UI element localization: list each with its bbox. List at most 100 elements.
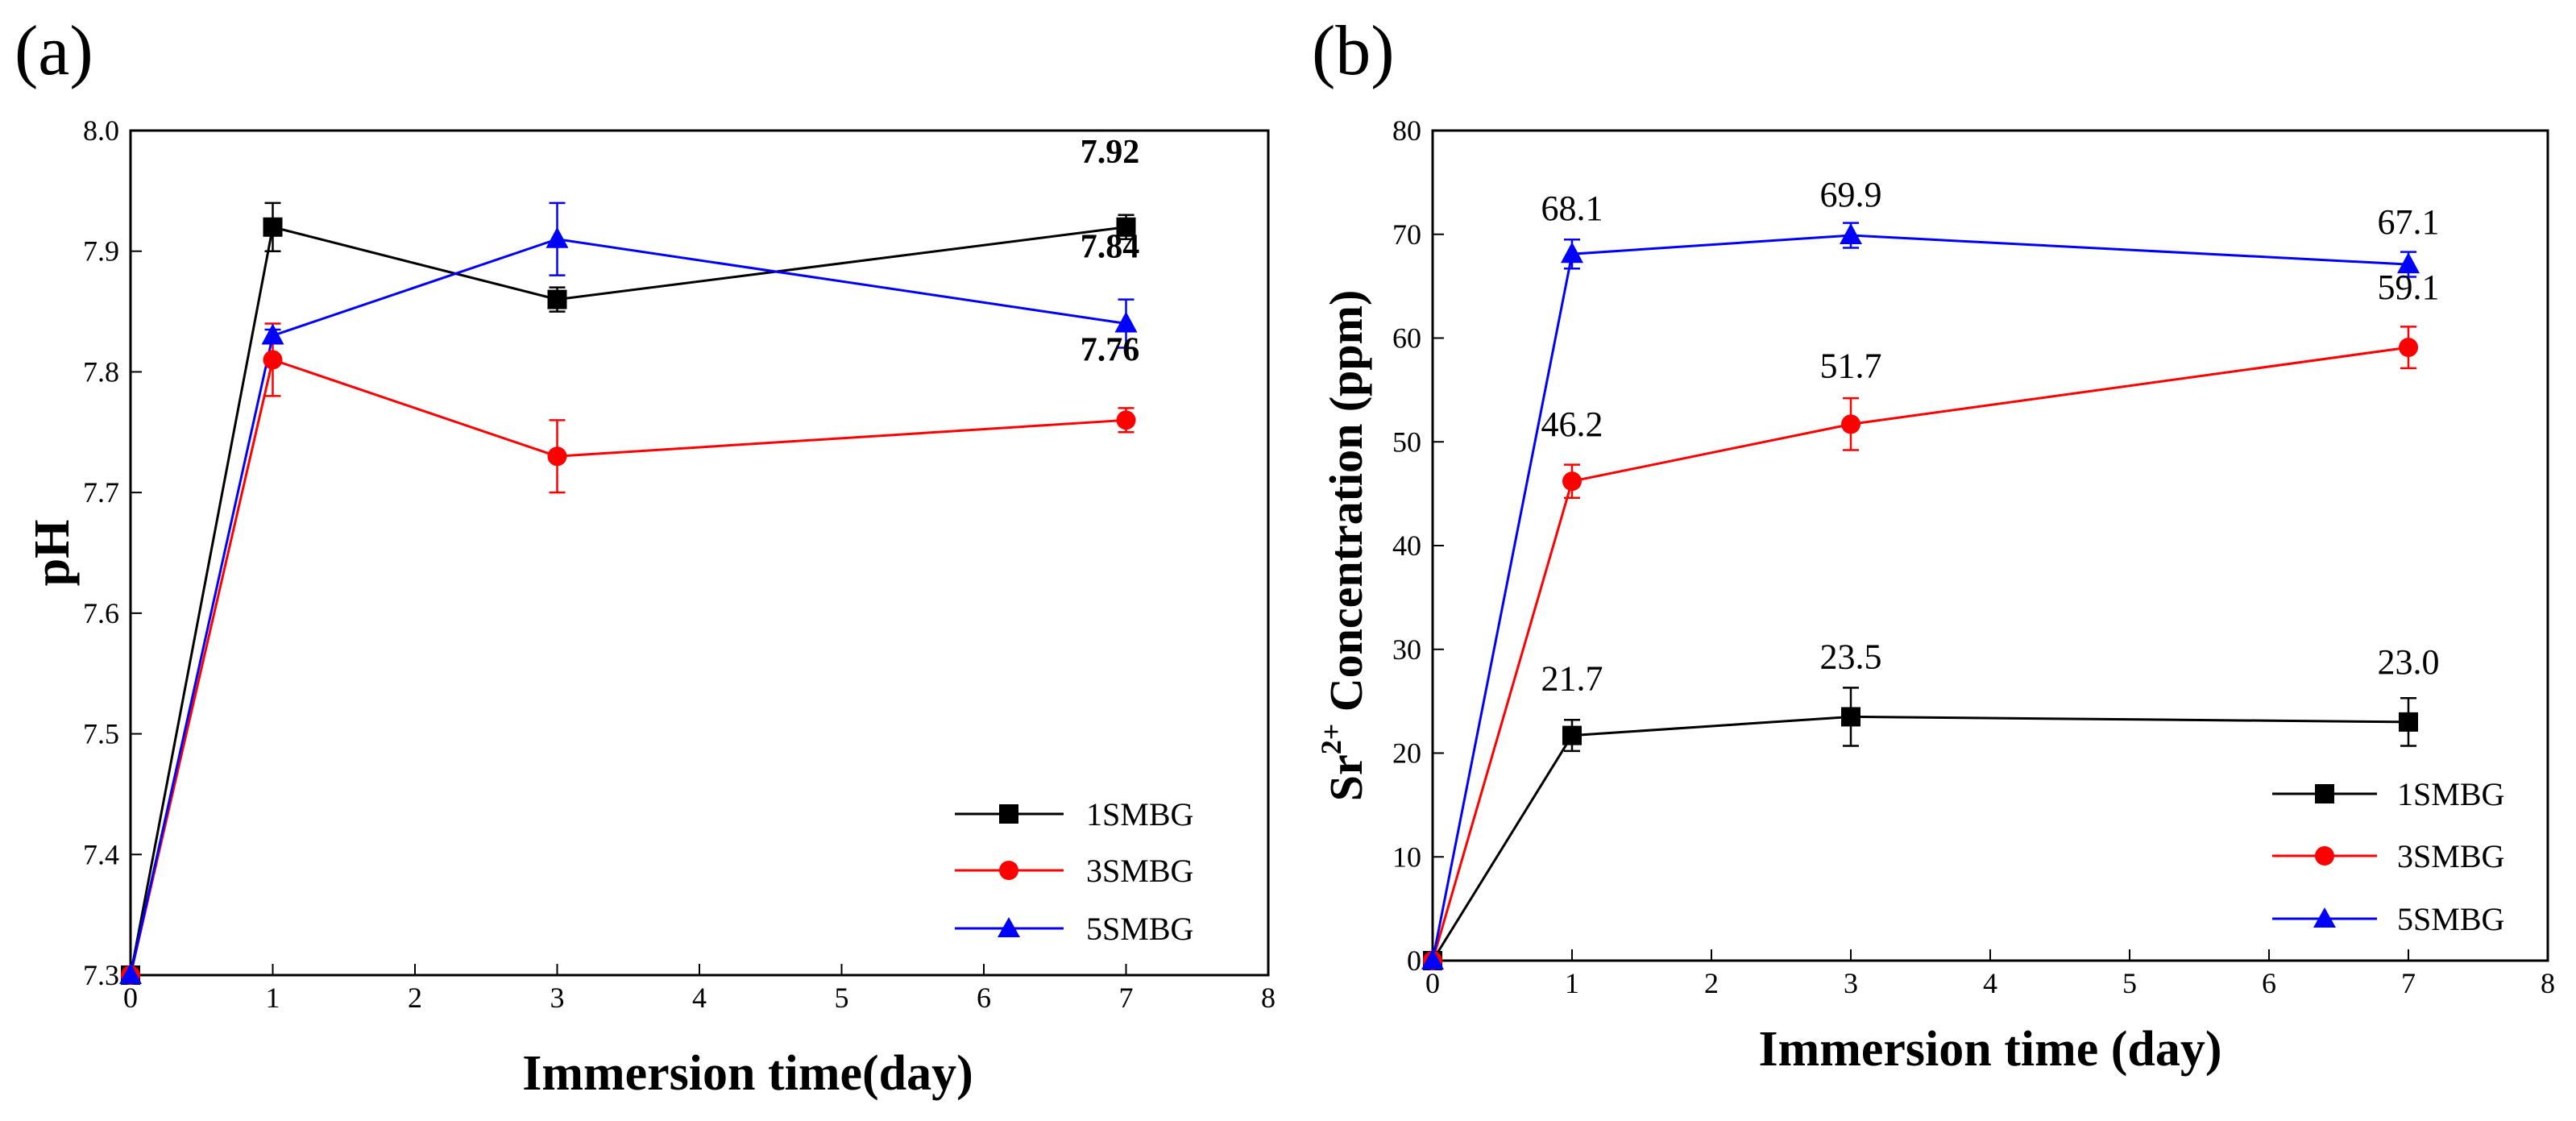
y-tick-label: 50 <box>1392 426 1421 458</box>
x-tick-label: 5 <box>835 982 849 1014</box>
legend-marker-circle <box>999 861 1018 880</box>
x-tick-label: 4 <box>692 982 707 1014</box>
x-tick-label: 0 <box>1425 967 1440 999</box>
y-tick-label: 7.5 <box>83 718 119 750</box>
data-point-5smbg <box>2397 252 2420 274</box>
legend-label-3smbg: 3SMBG <box>1086 853 1193 889</box>
y-tick-label: 10 <box>1392 841 1421 873</box>
series-line-1smbg <box>129 225 1126 976</box>
data-label: 23.0 <box>2378 642 2440 682</box>
legend-marker-triangle <box>2313 907 2336 928</box>
x-tick-label: 4 <box>1983 967 1997 999</box>
data-point-3smbg <box>1116 410 1136 430</box>
data-label: 7.84 <box>1081 229 1140 266</box>
data-point-5smbg <box>261 323 284 345</box>
panel-a-label: (a) <box>15 12 93 90</box>
y-tick-label: 80 <box>1392 114 1421 147</box>
legend-marker-circle <box>2315 846 2334 866</box>
panel-b-series-lines <box>1431 234 2409 961</box>
legend-marker-square <box>999 804 1018 824</box>
y-tick-label: 7.3 <box>83 959 119 991</box>
legend-marker-square <box>2315 784 2334 803</box>
data-point-1smbg <box>1562 725 1582 745</box>
legend-item-3smbg: 3SMBG <box>2272 838 2504 874</box>
y-tick-label: 70 <box>1392 218 1421 251</box>
ylabel-element: Sr <box>1320 754 1372 801</box>
x-tick-label: 1 <box>266 982 280 1014</box>
data-label: 23.5 <box>1820 637 1882 676</box>
legend-label-3smbg: 3SMBG <box>2397 838 2504 874</box>
legend-marker-triangle <box>998 917 1020 937</box>
panel-b-xlabel: Immersion time (day) <box>1758 1022 2221 1077</box>
panel-a-legend: 1SMBG 3SMBG 5SMBG <box>955 796 1193 947</box>
y-tick-label: 7.6 <box>83 597 119 629</box>
panel-a-series-lines <box>129 225 1126 976</box>
panel-b-label: (b) <box>1312 12 1395 90</box>
y-tick-label: 0 <box>1407 945 1421 977</box>
panel-b-ylabel: Sr2+ Concentration (ppm) <box>1315 290 1372 802</box>
legend-item-1smbg: 1SMBG <box>2272 776 2504 812</box>
y-tick-label: 7.8 <box>83 355 119 388</box>
data-point-1smbg <box>1116 217 1136 237</box>
data-label: 67.1 <box>2378 202 2440 242</box>
data-label: 51.7 <box>1820 346 1882 385</box>
x-tick-label: 8 <box>2541 967 2555 999</box>
data-point-3smbg <box>2399 338 2418 358</box>
legend-item-3smbg: 3SMBG <box>955 853 1193 889</box>
x-tick-label: 2 <box>1704 967 1719 999</box>
y-tick-label: 30 <box>1392 633 1421 666</box>
data-label: 59.1 <box>2378 268 2440 307</box>
data-point-3smbg <box>1562 471 1582 492</box>
data-point-5smbg <box>1114 311 1138 333</box>
panel-a: (a) 0 1 2 3 4 5 6 7 8 7.3 7.4 7.5 7.6 7.7 7.8 7.9 8.0 7.… <box>15 12 1276 1101</box>
legend-label-1smbg: 1SMBG <box>1086 796 1193 832</box>
legend-item-5smbg: 5SMBG <box>2272 901 2504 937</box>
data-label: 46.2 <box>1541 405 1603 444</box>
panel-a-data-labels: 7.92 7.84 7.76 <box>1081 134 1140 369</box>
data-label: 69.9 <box>1820 175 1882 214</box>
y-tick-label: 7.4 <box>83 838 119 870</box>
data-point-1smbg <box>1841 707 1860 727</box>
x-tick-label: 2 <box>408 982 422 1014</box>
panel-a-ylabel: pH <box>25 520 80 587</box>
data-point-5smbg <box>1421 949 1444 969</box>
legend-label-1smbg: 1SMBG <box>2397 776 2504 812</box>
panel-a-xlabel: Immersion time(day) <box>522 1046 973 1101</box>
ylabel-suffix: Concentration (ppm) <box>1320 290 1372 724</box>
y-tick-label: 7.9 <box>83 235 119 268</box>
y-tick-label: 20 <box>1392 737 1421 770</box>
x-tick-label: 5 <box>2122 967 2137 999</box>
data-point-3smbg <box>547 446 567 467</box>
y-tick-label: 40 <box>1392 529 1421 562</box>
ylabel-superscript: 2+ <box>1315 724 1347 755</box>
data-point-1smbg <box>263 217 283 237</box>
legend-item-1smbg: 1SMBG <box>955 796 1193 832</box>
series-line-5smbg <box>129 238 1126 976</box>
x-tick-label: 8 <box>1261 982 1276 1014</box>
data-point-3smbg <box>1841 414 1860 434</box>
x-tick-label: 6 <box>977 982 991 1014</box>
data-label: 7.76 <box>1081 331 1140 368</box>
data-point-5smbg <box>119 963 142 984</box>
legend-item-5smbg: 5SMBG <box>955 911 1193 947</box>
data-label: 21.7 <box>1541 659 1603 699</box>
data-point-3smbg <box>263 350 283 370</box>
y-tick-label: 60 <box>1392 322 1421 355</box>
panel-b-data-labels: 68.1 69.9 67.1 46.2 51.7 59.1 21.7 23.5 23.0 <box>1541 175 2440 699</box>
panel-b-error-bars <box>1564 222 2416 753</box>
x-tick-label: 3 <box>1844 967 1858 999</box>
x-tick-label: 7 <box>2401 967 2416 999</box>
panel-a-error-bars <box>264 201 1135 494</box>
series-line-5smbg <box>1431 234 2409 961</box>
x-tick-label: 0 <box>123 982 138 1014</box>
panel-b-legend: 1SMBG 3SMBG 5SMBG <box>2272 776 2504 937</box>
x-tick-label: 6 <box>2262 967 2276 999</box>
y-tick-label: 7.7 <box>83 476 119 509</box>
data-point-1smbg <box>547 289 567 309</box>
x-tick-label: 1 <box>1565 967 1579 999</box>
panel-b-plot-frame <box>1431 129 2549 962</box>
data-point-5smbg <box>1840 223 1862 245</box>
